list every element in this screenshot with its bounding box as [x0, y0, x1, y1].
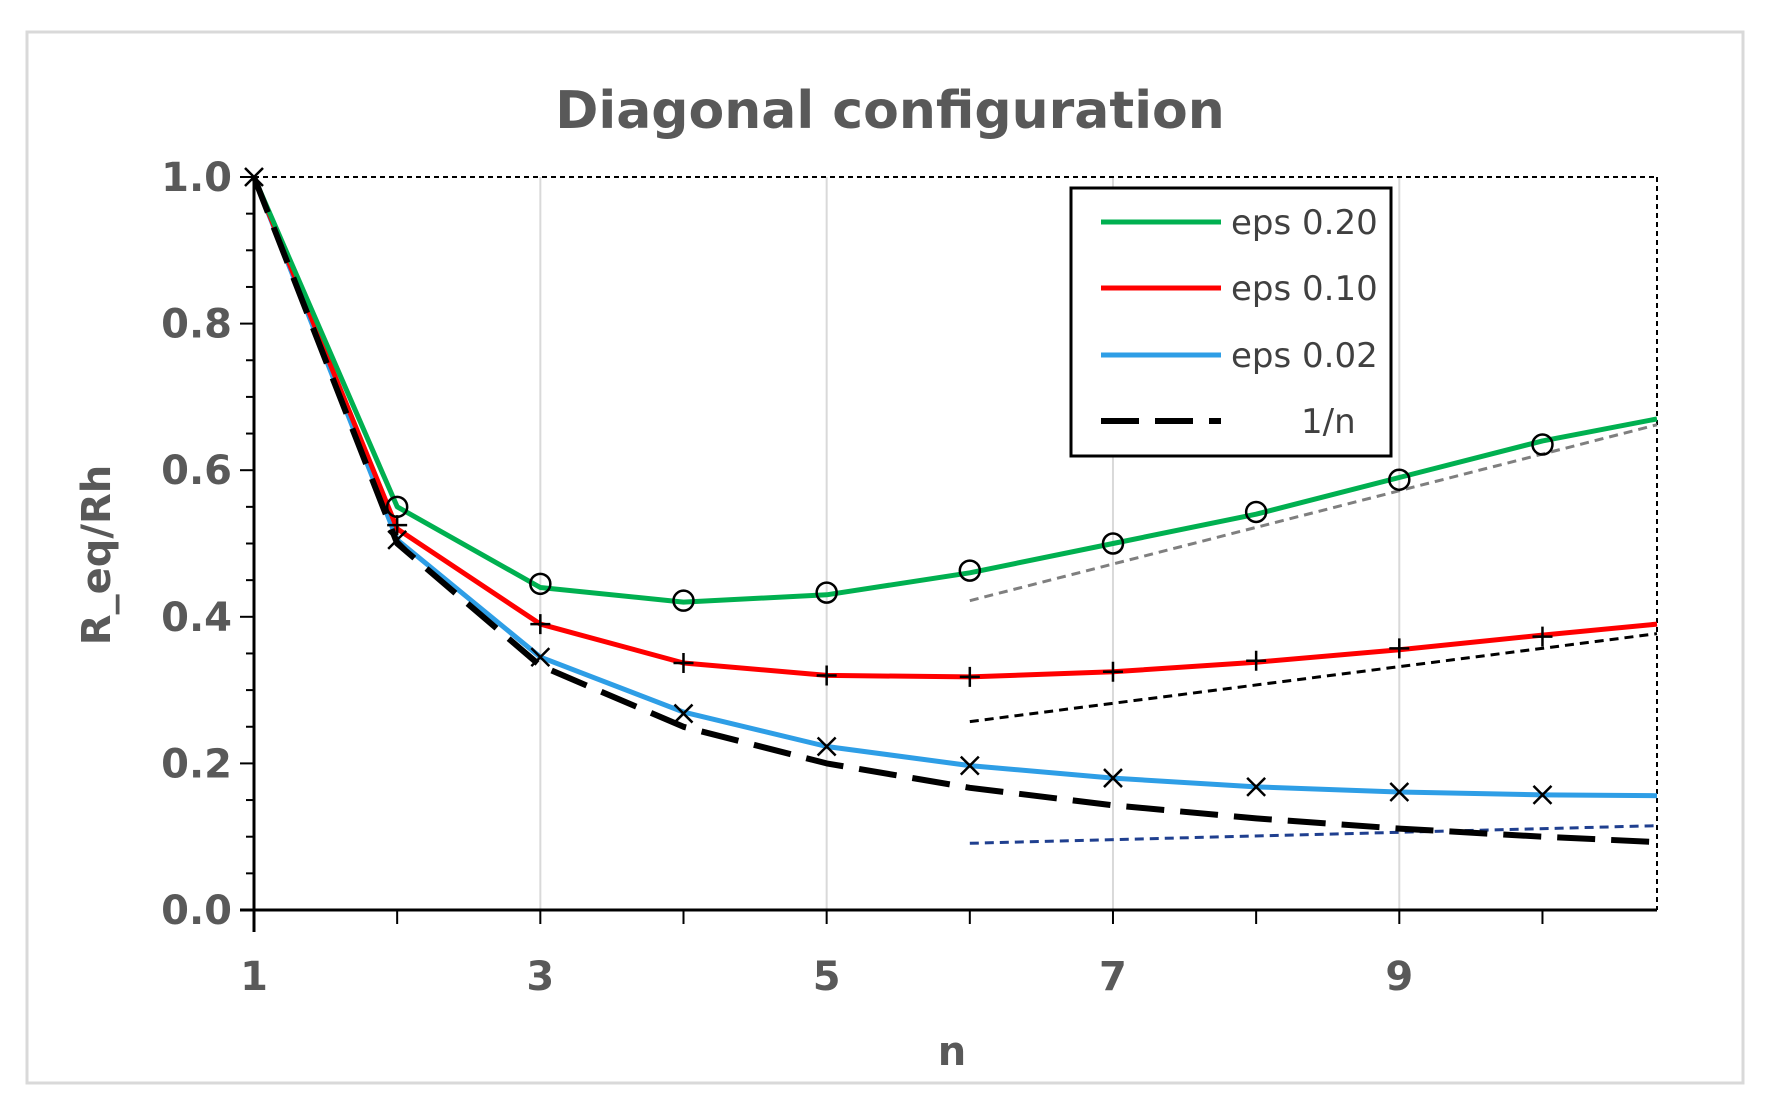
marker-s1-4: [959, 666, 980, 687]
legend-label-0: eps 0.20: [1231, 203, 1378, 243]
marker-s0-2: [672, 589, 695, 612]
chart-title: Diagonal configuration: [555, 81, 1225, 141]
axis-layer: 0.0 0.2 0.4 0.6 0.8 1.0 1 3 5 7 9: [161, 155, 1657, 1000]
x-tick-label-4: 9: [1385, 954, 1413, 1000]
y-axis-label: R_eq/Rh: [74, 465, 120, 645]
marker-s1-1: [530, 614, 551, 635]
legend: eps 0.20 eps 0.10 eps 0.02 1/n: [1069, 186, 1393, 458]
x-axis-label: n: [938, 1029, 966, 1075]
marker-s2-6: [1103, 768, 1123, 788]
marker-s2-3: [673, 703, 694, 724]
marker-s1-0: [387, 515, 408, 536]
legend-box: [1069, 186, 1393, 458]
series-line-3: [251, 175, 1658, 846]
series-line-0: [251, 176, 1658, 605]
marker-s0-1: [529, 572, 552, 596]
x-tick-label-3: 7: [1099, 954, 1127, 1000]
marker-s0-3: [815, 581, 838, 604]
y-tick-label-3: 0.6: [161, 448, 232, 494]
legend-label-2: eps 0.02: [1231, 336, 1378, 376]
marker-s2-4: [816, 736, 837, 757]
asymptote-line-1: [969, 632, 1658, 724]
x-tick-label-2: 5: [813, 954, 841, 1000]
x-tick-label-0: 1: [240, 954, 268, 1000]
marker-s1-5: [1102, 661, 1123, 682]
y-tick-label-5: 1.0: [161, 155, 232, 201]
marker-s1-8: [1532, 626, 1553, 647]
y-tick-label-0: 0.0: [161, 888, 232, 934]
y-tick-label-1: 0.2: [161, 741, 232, 787]
marker-s0-4: [958, 559, 982, 582]
marker-s0-5: [1101, 532, 1125, 555]
asymptote-line-2: [969, 824, 1658, 845]
outer-border: [25, 30, 1745, 1085]
marker-s2-9: [1532, 785, 1553, 805]
series-layer: [244, 167, 1658, 846]
marker-s1-6: [1246, 650, 1267, 671]
marker-s0-7: [1388, 468, 1411, 491]
marker-s2-1: [387, 529, 408, 550]
marker-s2-8: [1389, 782, 1410, 802]
marker-s1-7: [1389, 638, 1410, 659]
marker-s1-2: [673, 652, 694, 673]
marker-s0-8: [1531, 433, 1554, 456]
legend-label-3: 1/n: [1301, 402, 1356, 442]
legend-label-1: eps 0.10: [1231, 269, 1378, 309]
marker-s2-7: [1246, 776, 1267, 797]
x-tick-label-1: 3: [526, 954, 554, 1000]
marker-s2-5: [959, 755, 980, 776]
marker-s2-2: [530, 647, 551, 667]
marker-s0-6: [1244, 500, 1268, 524]
marker-s1-3: [816, 665, 837, 686]
y-tick-label-2: 0.4: [161, 595, 232, 641]
y-tick-label-4: 0.8: [161, 302, 232, 348]
